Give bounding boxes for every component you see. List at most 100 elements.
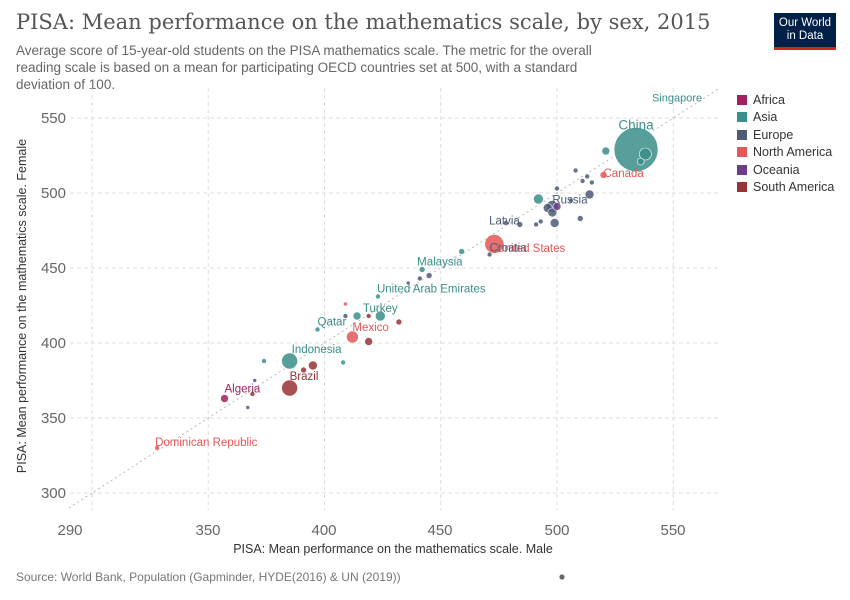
y-tick-label: 500 [41, 185, 66, 202]
point-label-latvia: Latvia [489, 216, 520, 228]
data-point[interactable] [365, 313, 372, 319]
legend-swatch [737, 164, 747, 175]
data-point[interactable] [554, 185, 560, 192]
x-tick-label: 350 [195, 522, 220, 539]
data-point-canada[interactable] [599, 171, 608, 179]
data-point[interactable] [458, 248, 465, 255]
data-point[interactable] [249, 391, 256, 397]
x-tick-label: 450 [427, 522, 452, 539]
data-point[interactable] [549, 218, 560, 228]
data-point[interactable] [364, 337, 373, 346]
legend-swatch [737, 129, 747, 140]
data-point-croatia[interactable] [486, 251, 493, 258]
point-label-qatar: Qatar [318, 317, 347, 329]
x-tick-label: 290 [57, 522, 82, 539]
data-point[interactable] [245, 405, 251, 410]
data-point[interactable] [533, 193, 544, 205]
data-point[interactable] [601, 146, 611, 156]
data-point-dominican-republic[interactable] [154, 445, 160, 451]
grid-lines [70, 88, 718, 510]
source-note: Source: World Bank, Population (Gapminde… [16, 570, 401, 584]
point-label-united-arab-emirates: United Arab Emirates [377, 284, 486, 296]
legend-item-asia[interactable]: Asia [737, 109, 834, 127]
legend-swatch [737, 112, 747, 123]
owid-logo[interactable]: Our World in Data [774, 13, 836, 50]
data-point[interactable] [636, 157, 645, 166]
point-label-russia: Russia [552, 195, 588, 207]
data-point[interactable] [576, 215, 584, 222]
point-labels: China Singapore Canada Russia Latvia United S… [155, 93, 702, 450]
data-point[interactable] [584, 173, 591, 180]
data-point-malaysia[interactable] [418, 266, 426, 273]
legend: Africa Asia Europe North America Oceania Sout… [737, 91, 834, 196]
legend-item-north-america[interactable]: North America [737, 144, 834, 162]
legend-label: Asia [753, 110, 778, 125]
chart-title: PISA: Mean performance on the mathematic… [16, 10, 711, 34]
data-point[interactable] [568, 197, 574, 204]
data-point[interactable] [395, 318, 403, 326]
point-label-malaysia: Malaysia [417, 257, 463, 269]
legend-swatch [737, 182, 747, 193]
data-point[interactable] [340, 359, 346, 366]
data-point-united-states[interactable] [484, 234, 505, 254]
data-point[interactable] [352, 311, 362, 321]
data-point[interactable] [533, 221, 539, 228]
data-point[interactable] [343, 301, 348, 307]
data-point[interactable] [252, 378, 258, 383]
point-label-indonesia: Indonesia [292, 344, 342, 356]
data-point[interactable] [261, 358, 267, 364]
reference-line-group [68, 87, 721, 509]
point-label-dominican-republic: Dominican Republic [155, 437, 258, 449]
point-label-united-states: United States [496, 243, 565, 255]
data-point[interactable] [537, 218, 544, 225]
logo-line-1: Our World [778, 17, 832, 29]
data-point[interactable] [547, 207, 558, 218]
legend-label: Oceania [753, 162, 800, 177]
data-point[interactable] [342, 313, 349, 319]
point-label-china: China [618, 118, 654, 133]
data-point[interactable] [503, 220, 509, 226]
legend-swatch [737, 147, 747, 158]
data-point-indonesia[interactable] [281, 352, 298, 370]
data-point[interactable] [584, 189, 595, 200]
data-point[interactable] [425, 272, 433, 279]
timeline-dot-icon[interactable] [558, 573, 566, 581]
data-point-qatar[interactable] [314, 326, 321, 333]
x-tick-label: 500 [544, 522, 569, 539]
legend-item-oceania[interactable]: Oceania [737, 161, 834, 179]
reference-line [68, 87, 721, 509]
legend-swatch [737, 94, 747, 105]
data-point[interactable] [589, 179, 595, 186]
data-point[interactable] [639, 147, 652, 161]
point-label-mexico: Mexico [352, 322, 388, 334]
data-point[interactable] [308, 360, 318, 371]
data-point-latvia[interactable] [516, 221, 524, 228]
data-point-mexico[interactable] [346, 330, 359, 344]
legend-item-south-america[interactable]: South America [737, 179, 834, 197]
point-label-brazil: Brazil [290, 371, 319, 383]
legend-label: South America [753, 180, 835, 195]
data-point-turkey[interactable] [374, 310, 386, 322]
legend-item-europe[interactable]: Europe [737, 126, 834, 144]
data-point[interactable] [552, 202, 562, 211]
y-tick-label: 300 [41, 485, 66, 502]
data-point-china[interactable] [613, 127, 659, 172]
legend-item-africa[interactable]: Africa [737, 91, 834, 109]
point-label-canada: Canada [604, 168, 645, 180]
data-point[interactable] [572, 167, 579, 174]
data-point[interactable] [417, 275, 423, 282]
data-point[interactable] [405, 280, 411, 286]
legend-label: Europe [753, 127, 794, 142]
data-point-united-arab-emirates[interactable] [375, 293, 381, 300]
legend-label: North America [753, 145, 833, 160]
data-point-algeria[interactable] [220, 394, 229, 403]
y-axis-title: PISA: Mean performance on the mathematic… [15, 139, 29, 473]
y-tick-label: 450 [41, 260, 66, 277]
data-point-brazil[interactable] [281, 379, 298, 397]
point-label-turkey: Turkey [363, 303, 398, 315]
data-point[interactable] [300, 366, 307, 374]
data-point[interactable] [579, 178, 586, 184]
y-tick-label: 350 [41, 410, 66, 427]
data-points [154, 127, 659, 451]
